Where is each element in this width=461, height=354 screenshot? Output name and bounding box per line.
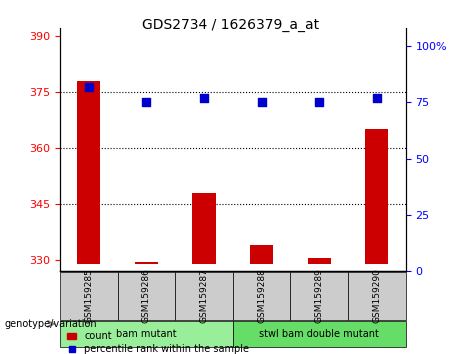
FancyBboxPatch shape — [233, 321, 406, 347]
FancyBboxPatch shape — [233, 272, 290, 320]
Text: GDS2734 / 1626379_a_at: GDS2734 / 1626379_a_at — [142, 18, 319, 32]
Bar — [308, 258, 331, 264]
Text: genotype/variation: genotype/variation — [5, 319, 97, 329]
Text: GSM159286: GSM159286 — [142, 268, 151, 323]
Text: GSM159288: GSM159288 — [257, 268, 266, 323]
Bar — [77, 81, 100, 264]
Bar — [250, 245, 273, 264]
Point — [258, 100, 266, 105]
Point — [85, 84, 92, 90]
Text: GSM159290: GSM159290 — [372, 268, 381, 323]
Point — [200, 95, 207, 101]
FancyBboxPatch shape — [348, 272, 406, 320]
FancyBboxPatch shape — [175, 272, 233, 320]
Point — [373, 95, 381, 101]
Point — [142, 100, 150, 105]
FancyBboxPatch shape — [60, 321, 233, 347]
FancyBboxPatch shape — [290, 272, 348, 320]
Bar — [193, 193, 216, 264]
Text: stwl bam double mutant: stwl bam double mutant — [259, 329, 379, 339]
Bar — [135, 262, 158, 264]
Text: bam mutant: bam mutant — [116, 329, 177, 339]
FancyBboxPatch shape — [60, 272, 118, 320]
Legend: count, percentile rank within the sample: count, percentile rank within the sample — [65, 330, 251, 354]
Point — [315, 100, 323, 105]
Text: GSM159285: GSM159285 — [84, 268, 93, 323]
FancyBboxPatch shape — [118, 272, 175, 320]
Text: GSM159287: GSM159287 — [200, 268, 208, 323]
Bar — [365, 129, 388, 264]
Text: GSM159289: GSM159289 — [315, 268, 324, 323]
